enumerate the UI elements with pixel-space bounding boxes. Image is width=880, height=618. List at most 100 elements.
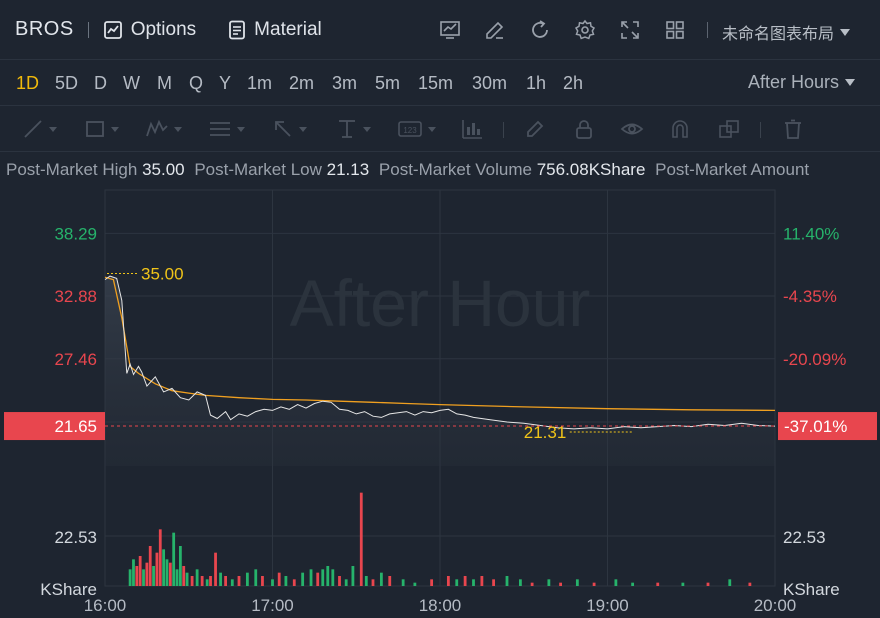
volume-bar — [614, 579, 618, 586]
axis-labels: 38.29 32.88 27.46 11.40% -4.35% -20.09% 21.65 -… — [4, 224, 877, 615]
post-market-low-label: Post-Market Low — [194, 160, 322, 179]
volume-bar — [205, 579, 209, 586]
volume-bar — [145, 562, 149, 586]
volume-bar — [631, 582, 635, 586]
volume-bar — [559, 582, 562, 586]
bar-pattern-icon[interactable] — [460, 116, 484, 142]
current-change-badge — [778, 412, 877, 441]
tab-timeframe-m[interactable]: M — [157, 73, 172, 93]
trend-line-icon[interactable] — [22, 116, 57, 142]
volume-unit-right: KShare — [783, 580, 840, 599]
volume-bar — [592, 582, 596, 586]
volume-bar — [142, 569, 145, 586]
divider — [503, 122, 504, 138]
volume-bar — [292, 579, 296, 586]
volume-bar — [530, 582, 534, 586]
tab-timeframe-3m[interactable]: 3m — [332, 73, 358, 93]
fullscreen-icon[interactable] — [616, 16, 644, 44]
volume-bar — [430, 579, 434, 586]
tab-timeframe-5d[interactable]: 5D — [55, 73, 79, 93]
volume-bar — [190, 576, 194, 586]
tab-timeframe-2h[interactable]: 2h — [563, 73, 584, 93]
tab-timeframe-w[interactable]: W — [123, 73, 140, 93]
volume-bar — [254, 569, 258, 586]
document-icon — [229, 20, 246, 39]
layout-selector[interactable]: 未命名图表布局 — [722, 20, 851, 44]
volume-bar — [455, 579, 459, 586]
tab-timeframe-d[interactable]: D — [94, 73, 107, 93]
y-axis-left-label: 38.29 — [54, 224, 97, 243]
tab-timeframe-15m[interactable]: 15m — [418, 73, 454, 93]
trash-icon[interactable] — [782, 116, 804, 142]
tab-timeframe-1d[interactable]: 1D — [16, 73, 40, 93]
price-label-icon[interactable]: 123 — [397, 116, 436, 142]
session-selector[interactable]: After Hours — [748, 72, 856, 93]
tab-timeframe-2m[interactable]: 2m — [289, 73, 315, 93]
divider — [87, 21, 89, 38]
refresh-icon[interactable] — [526, 16, 554, 44]
settings-icon[interactable] — [571, 16, 599, 44]
top-bar: BROS Options Material — [0, 0, 880, 60]
tab-timeframe-1h[interactable]: 1h — [526, 73, 547, 93]
tab-timeframe-1m[interactable]: 1m — [247, 73, 273, 93]
volume-bar — [135, 566, 139, 586]
tab-timeframe-5m[interactable]: 5m — [375, 73, 401, 93]
rectangle-icon[interactable] — [84, 116, 119, 142]
chart-indicator-icon[interactable] — [436, 16, 464, 44]
options-chart-icon — [103, 20, 122, 39]
symbol-name[interactable]: BROS — [15, 18, 74, 40]
session-label: After Hours — [748, 72, 840, 92]
volume-bar — [519, 579, 522, 586]
material-button[interactable]: Material — [228, 19, 322, 41]
volume-bar — [209, 576, 212, 586]
svg-text:123: 123 — [403, 126, 417, 135]
drawing-toolbar: 123 — [0, 106, 880, 152]
magnet-icon[interactable] — [669, 116, 691, 142]
volume-bar — [359, 492, 363, 586]
volume-bar — [168, 562, 172, 586]
measure-icon[interactable] — [336, 116, 371, 142]
brush-icon[interactable] — [524, 116, 546, 142]
y-axis-right-label: -4.35% — [783, 287, 837, 306]
price-line — [104, 275, 776, 430]
volume-bar — [547, 579, 551, 586]
volume-bar — [338, 576, 341, 586]
material-label: Material — [254, 18, 322, 40]
fib-icon[interactable] — [208, 116, 245, 142]
clone-icon[interactable] — [717, 116, 741, 142]
edit-icon[interactable] — [481, 16, 509, 44]
lock-icon[interactable] — [573, 116, 595, 142]
options-button[interactable]: Options — [103, 19, 196, 41]
tab-timeframe-y[interactable]: Y — [219, 73, 232, 93]
volume-bar — [219, 572, 222, 586]
tab-timeframe-q[interactable]: Q — [189, 73, 204, 93]
tab-timeframe-30m[interactable]: 30m — [472, 73, 508, 93]
volume-bar — [401, 579, 405, 586]
min-price-label: 21.31 — [524, 423, 567, 442]
volume-bar — [321, 569, 325, 586]
post-market-info: Post-Market High 35.00 Post-Market Low 2… — [6, 160, 880, 180]
chevron-down-icon — [845, 79, 856, 86]
pattern-icon[interactable] — [145, 116, 182, 142]
volume-bar — [185, 572, 189, 586]
current-price-label: 21.65 — [54, 417, 97, 436]
volume-bar — [351, 566, 355, 586]
volume-bar — [155, 552, 159, 586]
post-market-low-value: 21.13 — [326, 160, 370, 179]
post-market-volume-value: 756.08KShare — [536, 160, 646, 179]
post-market-amount-label: Post-Market Amount — [655, 160, 810, 179]
volume-bar — [505, 576, 509, 586]
volume-bar — [326, 566, 330, 586]
layout-grid-icon[interactable] — [661, 16, 689, 44]
watermark-text: After Hour — [290, 266, 591, 340]
volume-bar — [152, 566, 155, 586]
volume-bar — [748, 582, 752, 586]
intraday-chart[interactable]: After Hour 38.29 32.88 27.46 11.40% -4.35% -2… — [0, 186, 880, 618]
post-market-volume-label: Post-Market Volume — [378, 160, 532, 179]
volume-bar — [128, 569, 132, 586]
arrow-icon[interactable] — [272, 116, 307, 142]
eye-icon[interactable] — [620, 116, 644, 142]
volume-bar — [575, 579, 579, 586]
volume-bar — [301, 572, 305, 586]
volume-bar — [656, 582, 660, 586]
